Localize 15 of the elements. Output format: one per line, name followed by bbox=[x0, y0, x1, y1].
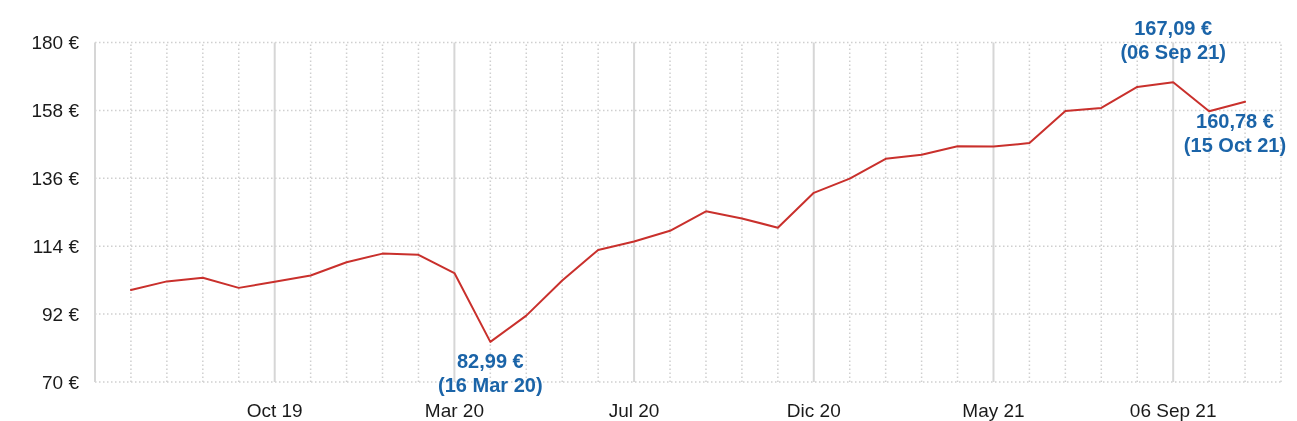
x-tick-label: Jul 20 bbox=[608, 400, 660, 421]
y-tick-label: 70 € bbox=[42, 371, 80, 393]
x-tick-label: Dic 20 bbox=[786, 400, 841, 421]
y-tick-label: 180 € bbox=[31, 32, 80, 54]
annotation: 167,09 € (06 Sep 21) bbox=[1120, 17, 1226, 64]
x-tick-label: Oct 19 bbox=[246, 400, 303, 421]
x-tick-label: Mar 20 bbox=[424, 400, 484, 421]
x-tick-label: 06 Sep 21 bbox=[1129, 400, 1217, 421]
x-tick-label: May 21 bbox=[962, 400, 1025, 421]
annotation: 82,99 € (16 Mar 20) bbox=[438, 349, 543, 396]
y-tick-label: 136 € bbox=[31, 167, 80, 189]
y-tick-label: 158 € bbox=[31, 100, 80, 122]
annotation: 160,78 € (15 Oct 21) bbox=[1183, 109, 1287, 156]
y-tick-label: 92 € bbox=[42, 303, 80, 325]
y-tick-label: 114 € bbox=[32, 235, 80, 257]
